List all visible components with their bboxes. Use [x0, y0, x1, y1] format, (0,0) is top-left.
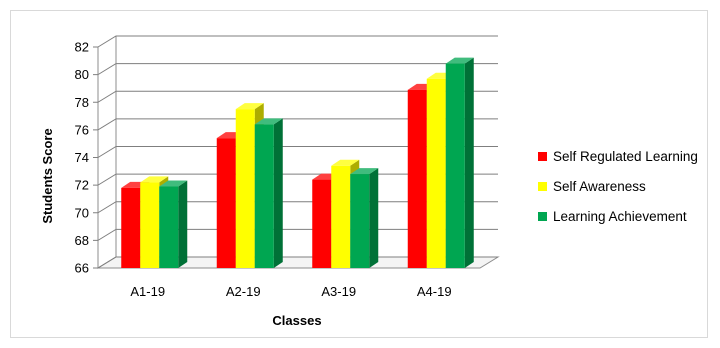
- bar-front: [216, 138, 236, 268]
- bar-top: [350, 168, 379, 175]
- x-axis-title: Classes: [272, 313, 321, 328]
- bar: [350, 168, 379, 268]
- legend-swatch: [538, 181, 547, 191]
- legend-item: Learning Achievement: [538, 201, 698, 231]
- bar-front: [121, 187, 141, 268]
- y-tick-label: 82: [75, 40, 89, 55]
- bar: [159, 180, 188, 268]
- y-axis-title: Students Score: [40, 128, 55, 223]
- bar: [445, 57, 474, 269]
- bar: [254, 118, 283, 268]
- bar-front: [312, 179, 332, 268]
- legend-item: Self Regulated Learning: [538, 141, 698, 171]
- gridline: [97, 118, 498, 131]
- bar-front: [445, 63, 465, 269]
- y-tick-label: 76: [75, 122, 89, 137]
- y-tick-label: 72: [75, 178, 89, 193]
- legend-item: Self Awareness: [538, 171, 698, 201]
- chart-legend: Self Regulated Learning Self Awareness Lea…: [538, 141, 698, 231]
- bar-side: [273, 118, 283, 268]
- legend-swatch: [538, 151, 547, 161]
- gridline: [97, 63, 498, 76]
- bar-side: [369, 168, 379, 268]
- bar-side: [464, 57, 474, 269]
- bar-top: [445, 57, 474, 64]
- bar-front: [350, 174, 370, 268]
- bar-front: [159, 186, 179, 268]
- bar-front: [140, 182, 160, 268]
- y-tick-label: 74: [75, 150, 89, 165]
- x-tick-label: A1-19: [130, 284, 165, 299]
- bar-top: [140, 176, 169, 183]
- bar-top: [159, 180, 188, 187]
- x-tick-label: A2-19: [226, 284, 261, 299]
- y-tick-label: 70: [75, 205, 89, 220]
- bar-top: [235, 103, 264, 110]
- gridline: [97, 146, 498, 158]
- x-tick-label: A4-19: [417, 284, 452, 299]
- legend-label: Self Regulated Learning: [553, 148, 698, 164]
- legend-swatch: [538, 211, 547, 221]
- bar-side: [178, 180, 188, 268]
- y-tick-label: 80: [75, 67, 89, 82]
- legend-label: Self Awareness: [553, 178, 646, 194]
- bar-front: [254, 124, 274, 268]
- x-axis-ticks: A1-19 A2-19 A3-19 A4-19: [130, 284, 451, 299]
- bar-front: [235, 109, 255, 268]
- chart-bars: [121, 57, 474, 269]
- x-tick-label: A3-19: [321, 284, 356, 299]
- y-tick-label: 78: [75, 95, 89, 110]
- gridline: [97, 90, 498, 103]
- bar-front: [426, 78, 446, 268]
- bar-front: [407, 89, 427, 268]
- gridline: [97, 35, 498, 48]
- bar-top: [254, 118, 283, 125]
- y-tick-label: 68: [75, 233, 89, 248]
- bar-top: [331, 159, 360, 166]
- bar-front: [331, 165, 351, 268]
- y-tick-label: 66: [75, 261, 89, 276]
- legend-label: Learning Achievement: [553, 208, 687, 224]
- y-axis-ticks: 66 68 70 72 74 76 78 80 82: [75, 40, 89, 276]
